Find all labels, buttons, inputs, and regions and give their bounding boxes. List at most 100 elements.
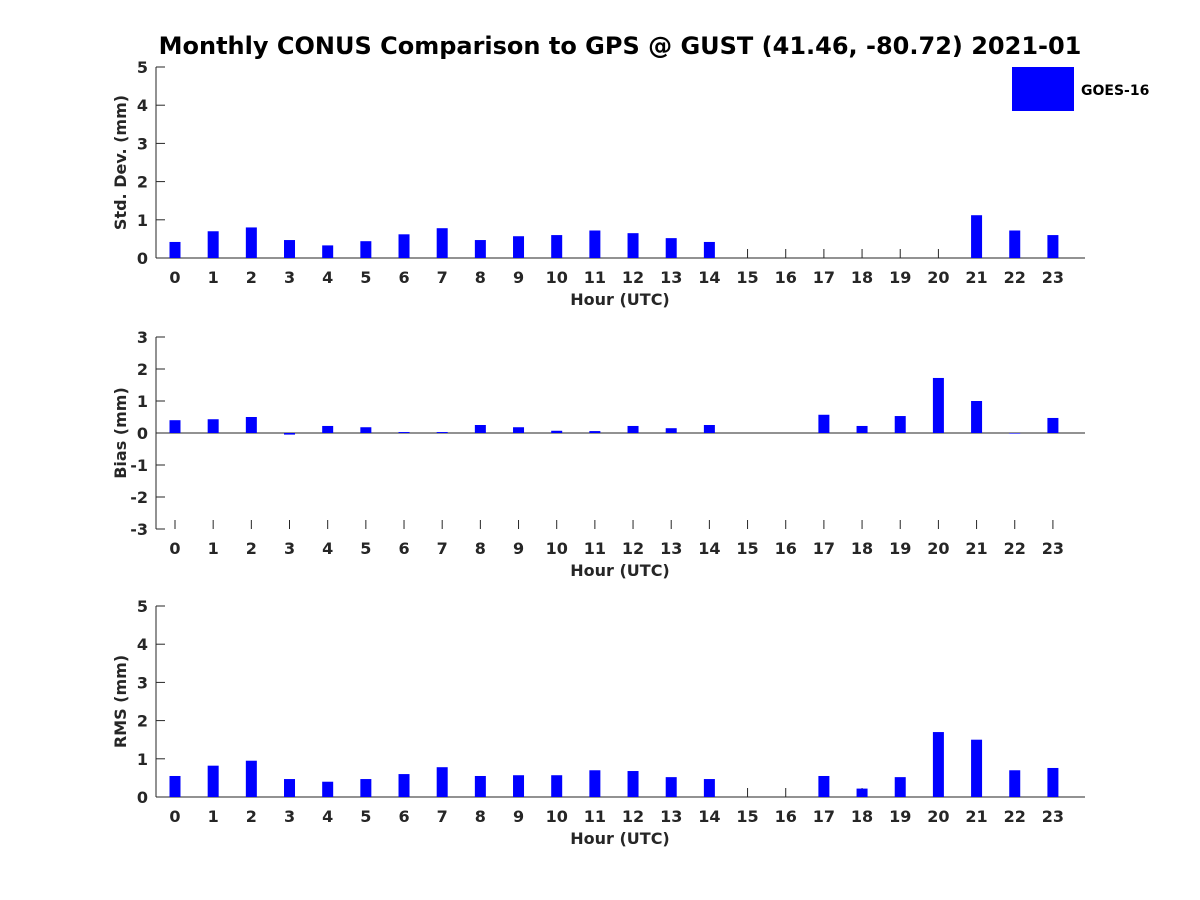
bar — [932, 377, 944, 433]
bar — [398, 432, 410, 433]
y-tick-label: 3 — [137, 134, 148, 153]
bar — [322, 781, 334, 797]
x-tick-label: 2 — [246, 268, 257, 287]
x-tick-label: 15 — [736, 539, 758, 558]
bar — [169, 420, 181, 433]
bar — [284, 433, 296, 435]
bar — [703, 779, 715, 797]
x-tick-label: 15 — [736, 268, 758, 287]
bar — [589, 230, 601, 258]
x-tick-label: 10 — [546, 807, 568, 826]
bar — [932, 732, 944, 797]
y-axis-label: RMS (mm) — [111, 655, 130, 748]
bar — [245, 417, 257, 433]
x-tick-label: 12 — [622, 539, 644, 558]
x-tick-label: 1 — [208, 539, 219, 558]
bar — [551, 430, 563, 433]
x-axis-label: Hour (UTC) — [570, 290, 670, 309]
x-tick-label: 0 — [169, 268, 180, 287]
bar — [245, 227, 257, 258]
bar — [398, 234, 410, 258]
x-tick-label: 3 — [284, 268, 295, 287]
x-tick-label: 15 — [736, 807, 758, 826]
x-tick-label: 19 — [889, 539, 911, 558]
bar — [398, 774, 410, 797]
x-tick-label: 23 — [1042, 539, 1064, 558]
y-tick-label: 1 — [137, 750, 148, 769]
bar — [856, 788, 868, 797]
x-tick-label: 2 — [246, 539, 257, 558]
bar — [207, 231, 219, 258]
y-tick-label: -2 — [130, 488, 148, 507]
y-tick-label: 5 — [137, 597, 148, 616]
bar — [1009, 433, 1021, 434]
x-tick-label: 0 — [169, 807, 180, 826]
bar — [360, 241, 372, 258]
x-tick-label: 11 — [584, 807, 606, 826]
x-tick-label: 8 — [475, 268, 486, 287]
x-tick-label: 6 — [398, 539, 409, 558]
bar — [284, 240, 296, 258]
x-tick-label: 5 — [360, 807, 371, 826]
bar — [207, 765, 219, 797]
bar — [474, 240, 486, 258]
x-tick-label: 4 — [322, 268, 333, 287]
bar — [436, 228, 448, 258]
y-tick-label: 1 — [137, 392, 148, 411]
bar — [971, 215, 983, 258]
x-tick-label: 20 — [927, 268, 949, 287]
x-tick-label: 12 — [622, 268, 644, 287]
y-axis-label: Bias (mm) — [111, 387, 130, 479]
bar — [474, 425, 486, 433]
bar — [665, 238, 677, 258]
x-tick-label: 13 — [660, 807, 682, 826]
x-tick-label: 11 — [584, 539, 606, 558]
x-tick-label: 11 — [584, 268, 606, 287]
bar — [703, 425, 715, 433]
bar — [360, 427, 372, 433]
x-tick-label: 7 — [437, 268, 448, 287]
x-axis-label: Hour (UTC) — [570, 561, 670, 580]
y-tick-label: 0 — [137, 424, 148, 443]
x-tick-label: 17 — [813, 807, 835, 826]
x-tick-label: 18 — [851, 268, 873, 287]
x-tick-label: 7 — [437, 539, 448, 558]
x-tick-label: 8 — [475, 807, 486, 826]
y-tick-label: 3 — [137, 673, 148, 692]
x-tick-label: 10 — [546, 268, 568, 287]
bar — [1047, 767, 1059, 797]
x-tick-label: 16 — [775, 268, 797, 287]
bar — [513, 775, 525, 797]
x-tick-label: 22 — [1004, 268, 1026, 287]
bar — [1047, 235, 1059, 258]
bar — [627, 233, 639, 258]
y-tick-label: 2 — [137, 360, 148, 379]
bar — [436, 767, 448, 797]
x-tick-label: 8 — [475, 539, 486, 558]
x-tick-label: 2 — [246, 807, 257, 826]
x-tick-label: 14 — [698, 268, 720, 287]
x-tick-label: 1 — [208, 268, 219, 287]
x-tick-label: 22 — [1004, 807, 1026, 826]
bar — [971, 739, 983, 797]
bar — [322, 425, 334, 433]
x-tick-label: 14 — [698, 539, 720, 558]
y-tick-label: 2 — [137, 712, 148, 731]
x-tick-label: 12 — [622, 807, 644, 826]
x-tick-label: 13 — [660, 539, 682, 558]
x-tick-label: 23 — [1042, 268, 1064, 287]
x-tick-label: 5 — [360, 539, 371, 558]
x-tick-label: 3 — [284, 807, 295, 826]
x-tick-label: 9 — [513, 807, 524, 826]
x-tick-label: 3 — [284, 539, 295, 558]
x-tick-label: 20 — [927, 807, 949, 826]
bar — [1009, 230, 1021, 258]
x-tick-label: 9 — [513, 539, 524, 558]
x-tick-label: 20 — [927, 539, 949, 558]
bar — [169, 775, 181, 797]
x-tick-label: 4 — [322, 539, 333, 558]
